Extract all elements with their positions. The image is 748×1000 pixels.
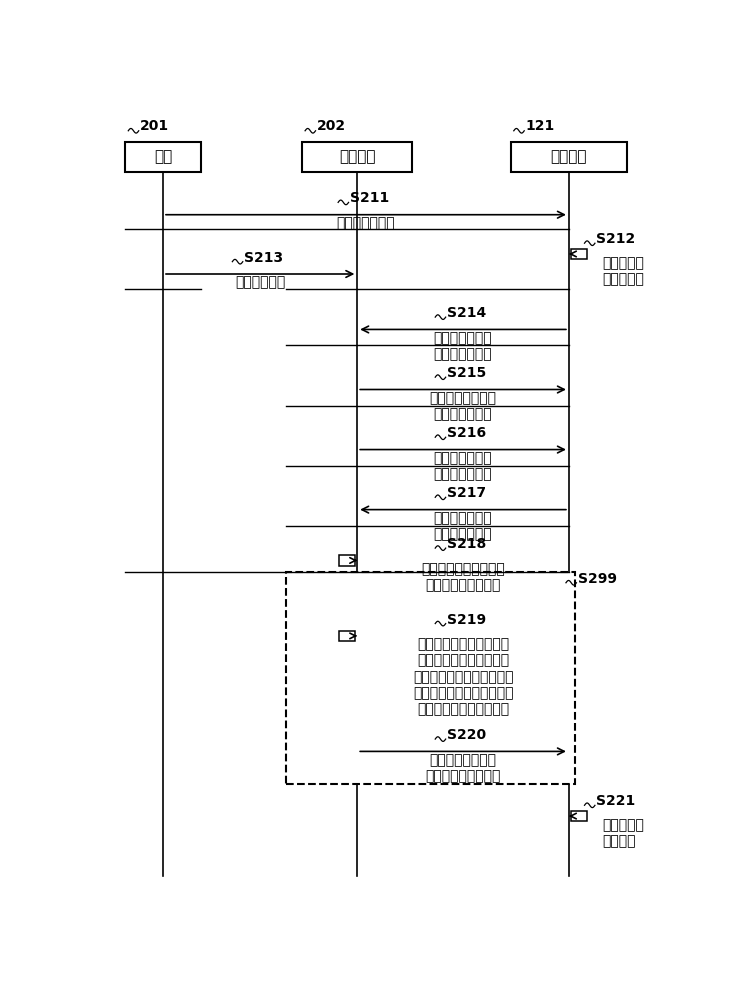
Text: 设置程序: 设置程序 bbox=[339, 149, 375, 164]
Text: S217: S217 bbox=[447, 486, 486, 500]
Text: 打印装置: 打印装置 bbox=[551, 149, 587, 164]
Text: 结束接入点
模式状态: 结束接入点 模式状态 bbox=[602, 818, 644, 849]
Text: 询问支持的代理
服务器设置方法: 询问支持的代理 服务器设置方法 bbox=[434, 451, 492, 481]
Text: 将代理服务器设置
信息发送到打印装置: 将代理服务器设置 信息发送到打印装置 bbox=[426, 753, 500, 783]
Text: 获取自身装置中启用的
代理服务器设置方法: 获取自身装置中启用的 代理服务器设置方法 bbox=[421, 562, 505, 592]
Text: S218: S218 bbox=[447, 537, 486, 551]
Bar bbox=[571, 249, 587, 259]
Bar bbox=[339, 631, 355, 641]
Text: 转变到接入
点模式状态: 转变到接入 点模式状态 bbox=[602, 256, 644, 286]
Text: S216: S216 bbox=[447, 426, 486, 440]
Bar bbox=[126, 142, 200, 172]
Text: S299: S299 bbox=[577, 572, 616, 586]
Bar bbox=[302, 142, 412, 172]
Text: S220: S220 bbox=[447, 728, 486, 742]
Text: 启动接入点模式: 启动接入点模式 bbox=[337, 216, 395, 230]
Text: 用户: 用户 bbox=[154, 149, 172, 164]
Bar bbox=[511, 142, 627, 172]
Text: 搜索处于接入点
模式的打印装置: 搜索处于接入点 模式的打印装置 bbox=[434, 331, 492, 361]
Text: 121: 121 bbox=[525, 119, 554, 133]
Text: S214: S214 bbox=[447, 306, 486, 320]
Text: S212: S212 bbox=[596, 232, 635, 246]
Text: S215: S215 bbox=[447, 366, 486, 380]
Text: S213: S213 bbox=[244, 251, 283, 265]
Bar bbox=[571, 811, 587, 821]
Text: 启动设置程序: 启动设置程序 bbox=[235, 276, 285, 290]
Text: S211: S211 bbox=[350, 191, 389, 205]
Text: S219: S219 bbox=[447, 613, 486, 627]
Text: 连接到处于接入点
模式的打印装置: 连接到处于接入点 模式的打印装置 bbox=[429, 391, 497, 421]
Text: S221: S221 bbox=[596, 794, 635, 808]
Text: 201: 201 bbox=[140, 119, 169, 133]
Text: 202: 202 bbox=[316, 119, 346, 133]
Text: 将自身装置中启用的代理
服务器设置方法与由打印
装置支持的代理服务器设置
方法进行比较来确定打印装
置的代理服务器设置方法: 将自身装置中启用的代理 服务器设置方法与由打印 装置支持的代理服务器设置 方法进… bbox=[413, 637, 513, 716]
Text: 返回支持的代理
服务器设置方法: 返回支持的代理 服务器设置方法 bbox=[434, 511, 492, 541]
Bar bbox=[286, 572, 574, 784]
Bar bbox=[339, 555, 355, 566]
